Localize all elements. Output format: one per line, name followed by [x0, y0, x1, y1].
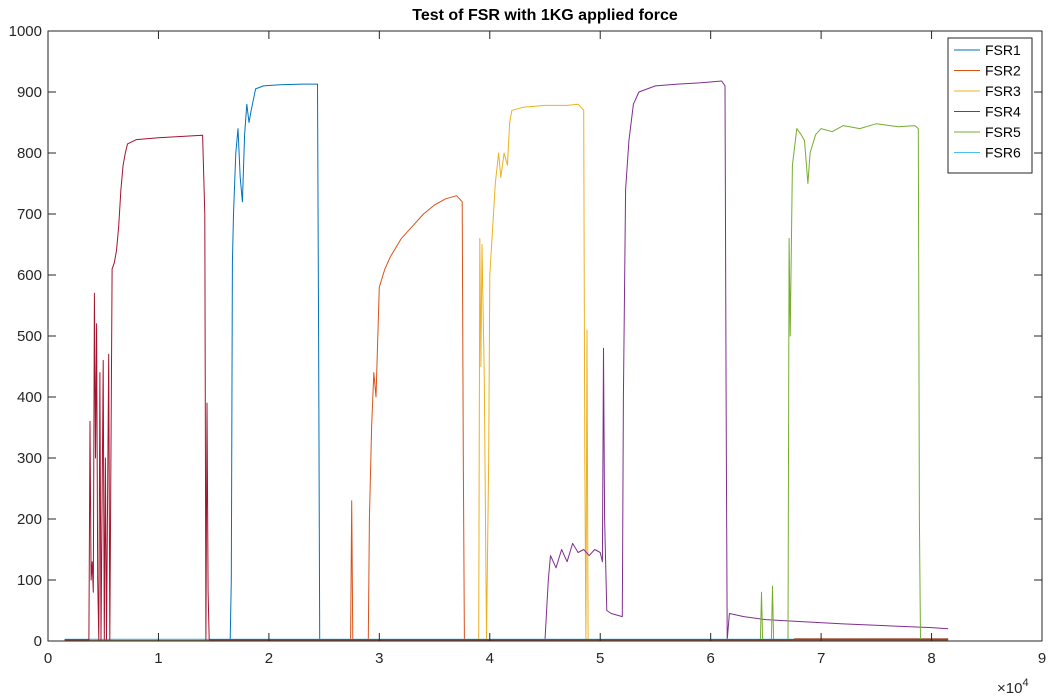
- x-axis: 0 1 2 3 4 5 6 7 8 9: [44, 31, 1046, 667]
- legend-box: [947, 37, 1033, 174]
- x-tick-label: 9: [1038, 650, 1046, 667]
- y-tick-label: 0: [34, 633, 42, 650]
- y-tick-label: 300: [17, 450, 42, 467]
- x-tick-label: 2: [265, 650, 273, 667]
- y-tick-label: 200: [17, 511, 42, 528]
- y-tick-label: 800: [17, 145, 42, 162]
- y-tick-label: 500: [17, 328, 42, 345]
- y-tick-label: 400: [17, 389, 42, 406]
- y-tick-label: 1000: [9, 23, 42, 40]
- legend-label-fsr5: FSR5: [985, 124, 1021, 140]
- x-tick-label: 4: [486, 650, 494, 667]
- y-axis: 0 100 200 300 400 500 600 700 800 900 1000: [9, 23, 1042, 650]
- y-tick-label: 100: [17, 572, 42, 589]
- chart-title: Test of FSR with 1KG applied force: [412, 7, 678, 24]
- x-tick-label: 7: [817, 650, 825, 667]
- x-tick-label: 5: [596, 650, 604, 667]
- x-tick-label: 6: [706, 650, 714, 667]
- x-exponent-power: 4: [1022, 677, 1028, 689]
- y-tick-label: 900: [17, 84, 42, 101]
- series-line-fsr1: [64, 83, 949, 641]
- x-axis-exponent-label: ×104: [997, 677, 1029, 697]
- y-tick-label: 700: [17, 206, 42, 223]
- x-tick-label: 1: [154, 650, 162, 667]
- axes-box: [47, 30, 1043, 642]
- series-line-7: [64, 134, 949, 641]
- x-exponent-base: ×10: [997, 680, 1022, 697]
- legend-label-fsr1: FSR1: [985, 42, 1021, 58]
- series-line-fsr3: [64, 103, 949, 641]
- series-line-fsr4: [64, 80, 949, 641]
- legend-label-fsr6: FSR6: [985, 145, 1021, 161]
- legend-label-fsr2: FSR2: [985, 63, 1021, 79]
- legend-label-fsr3: FSR3: [985, 83, 1021, 99]
- series-line-fsr5: [64, 123, 949, 641]
- x-tick-label: 0: [44, 650, 52, 667]
- x-tick-label: 3: [375, 650, 383, 667]
- legend-label-fsr4: FSR4: [985, 104, 1021, 120]
- x-tick-label: 8: [927, 650, 935, 667]
- series-line-fsr2: [64, 195, 949, 641]
- legend: FSR1 FSR2 FSR3 FSR4 FSR5 FSR6: [947, 37, 1033, 174]
- plot-lines: [64, 80, 949, 641]
- y-tick-label: 600: [17, 267, 42, 284]
